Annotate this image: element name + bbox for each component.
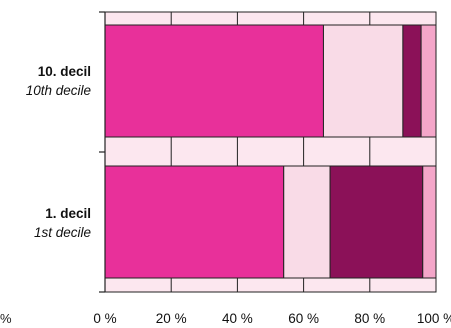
bar-segment-0-1 (322, 24, 404, 138)
category-label-sub-0: 10th decile (25, 83, 91, 98)
x-tick-label-4: 80 % (354, 311, 385, 326)
x-tick-label-1: 20 % (156, 311, 187, 326)
category-label-main-0: 10. decil (37, 64, 91, 79)
bar-segment-0-2 (402, 24, 422, 138)
clipped-percent-text: % (0, 311, 12, 326)
x-tick-label-5: 100 % (417, 311, 451, 326)
bar-segment-1-1 (283, 165, 331, 279)
bar-segment-0-3 (420, 24, 437, 138)
category-label-sub-1: 1st decile (33, 225, 91, 240)
x-tick-label-3: 60 % (288, 311, 319, 326)
x-tick-label-0: 0 % (93, 311, 116, 326)
bar-segment-0-0 (104, 24, 324, 138)
x-tick-label-2: 40 % (222, 311, 253, 326)
category-label-main-1: 1. decil (45, 206, 91, 221)
bar-segment-1-3 (422, 165, 437, 279)
bar-segment-1-0 (104, 165, 285, 279)
bar-segment-1-2 (329, 165, 424, 279)
